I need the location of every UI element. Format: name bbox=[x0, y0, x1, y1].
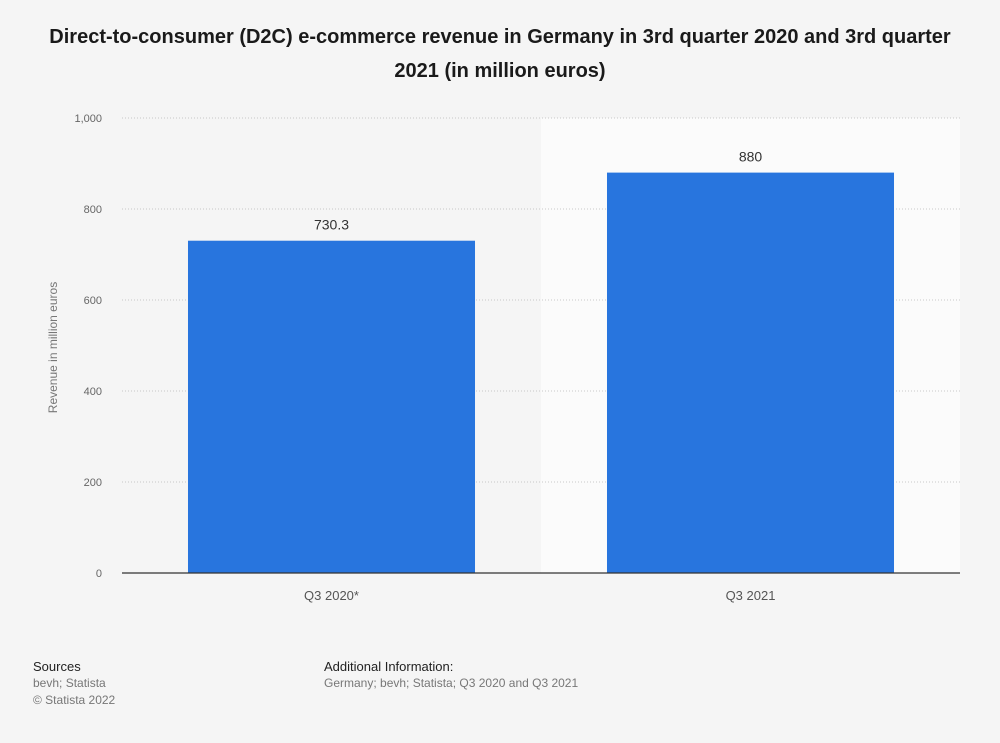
y-tick-label: 400 bbox=[84, 386, 102, 398]
y-tick-label: 600 bbox=[84, 295, 102, 307]
chart-title: Direct-to-consumer (D2C) e-commerce reve… bbox=[49, 26, 951, 82]
sources-line-1: bevh; Statista bbox=[33, 676, 106, 690]
x-tick-label: Q3 2021 bbox=[726, 588, 776, 603]
additional-info-block: Additional Information: Germany; bevh; S… bbox=[324, 658, 578, 692]
y-tick-label: 1,000 bbox=[74, 113, 102, 125]
y-axis-label: Revenue in million euros bbox=[46, 282, 60, 413]
x-tick-label: Q3 2020* bbox=[304, 588, 359, 603]
sources-heading: Sources bbox=[33, 659, 81, 674]
bar-value-label: 730.3 bbox=[314, 217, 349, 233]
bar-value-label: 880 bbox=[739, 149, 763, 165]
y-tick-label: 200 bbox=[84, 477, 102, 489]
y-tick-label: 0 bbox=[96, 568, 102, 580]
additional-info-heading: Additional Information: bbox=[324, 659, 454, 674]
bar-1 bbox=[187, 240, 476, 573]
sources-block: Sources bevh; Statista © Statista 2022 bbox=[33, 658, 115, 709]
bar-2 bbox=[606, 172, 895, 573]
additional-info-text: Germany; bevh; Statista; Q3 2020 and Q3 … bbox=[324, 676, 579, 690]
y-tick-label: 800 bbox=[84, 204, 102, 216]
sources-line-2: © Statista 2022 bbox=[33, 693, 116, 707]
